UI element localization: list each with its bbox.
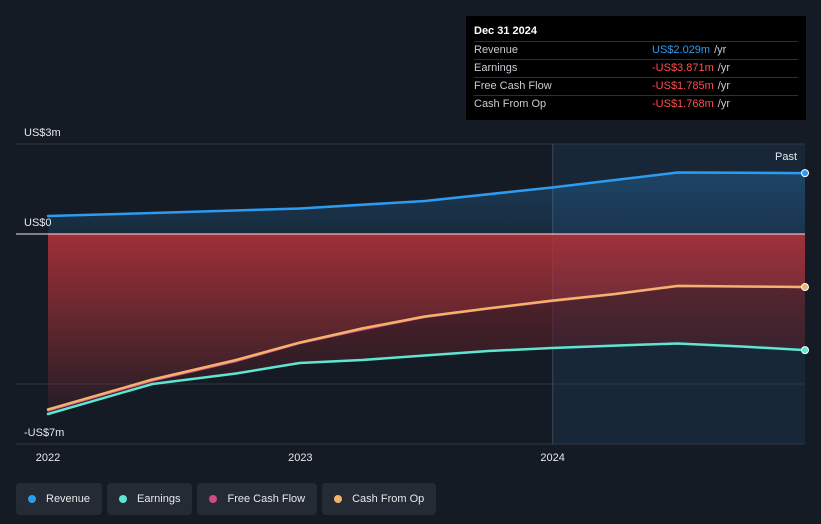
free-cash-flow-dot-icon	[209, 495, 218, 503]
legend-item-earnings[interactable]: Earnings	[107, 483, 193, 515]
legend-item-free-cash-flow[interactable]: Free Cash Flow	[197, 483, 318, 515]
tooltip-date: Dec 31 2024	[474, 25, 537, 37]
y-tick-label: US$0	[24, 217, 52, 229]
legend-item-revenue[interactable]: Revenue	[16, 483, 103, 515]
tooltip-value: -US$1.785m	[652, 80, 714, 92]
tooltip-value: -US$1.768m	[652, 98, 714, 110]
tooltip-label: Revenue	[474, 44, 519, 56]
end-marker-earnings	[801, 346, 809, 355]
series-line-earnings	[46, 342, 807, 416]
revenue-dot-icon	[28, 495, 36, 503]
tooltip-unit: /yr	[717, 80, 730, 92]
legend-label: Free Cash Flow	[227, 493, 306, 505]
tooltip-unit: /yr	[714, 44, 727, 56]
tooltip-value: -US$3.871m	[652, 62, 714, 74]
tooltip-unit: /yr	[717, 98, 730, 110]
tooltip-label: Free Cash Flow	[474, 80, 552, 92]
loss-area	[48, 234, 805, 414]
legend-label: Revenue	[46, 493, 91, 505]
tooltip-label: Earnings	[474, 62, 518, 74]
legend-item-cash-from-op[interactable]: Cash From Op	[322, 483, 437, 515]
x-tick-label: 2023	[288, 452, 312, 464]
past-label: Past	[775, 151, 797, 163]
end-marker-cash-from-op	[801, 283, 809, 292]
tooltip-row-revenue: Revenue US$2.029m /yr	[474, 41, 798, 59]
end-marker-revenue	[801, 169, 809, 178]
tooltip-unit: /yr	[717, 62, 730, 74]
legend-label: Earnings	[137, 493, 181, 505]
y-tick-label: US$3m	[24, 127, 61, 139]
tooltip-row-free-cash-flow: Free Cash Flow -US$1.785m /yr	[474, 77, 798, 95]
series-line-revenue	[46, 171, 807, 218]
revenue-area	[48, 172, 805, 234]
tooltip-row-earnings: Earnings -US$3.871m /yr	[474, 59, 798, 77]
x-tick-label: 2022	[36, 452, 60, 464]
series-line-cash-from-op	[46, 284, 807, 411]
legend: Revenue Earnings Free Cash Flow Cash Fro…	[16, 483, 437, 515]
tooltip: Dec 31 2024 Revenue US$2.029m /yr Earnin…	[466, 16, 806, 120]
tooltip-row-cash-from-op: Cash From Op -US$1.768m /yr	[474, 95, 798, 113]
tooltip-value: US$2.029m	[652, 44, 711, 56]
legend-label: Cash From Op	[352, 493, 425, 505]
y-tick-label: -US$7m	[24, 427, 64, 439]
cash-earnings-band	[48, 285, 805, 414]
x-tick-label: 2024	[540, 452, 564, 464]
chart-canvas: US$3m US$0 -US$7m 2022 2023 2024 Past	[16, 127, 809, 464]
earnings-dot-icon	[119, 495, 128, 503]
tooltip-label: Cash From Op	[474, 98, 547, 110]
cash-from-op-dot-icon	[334, 495, 343, 503]
